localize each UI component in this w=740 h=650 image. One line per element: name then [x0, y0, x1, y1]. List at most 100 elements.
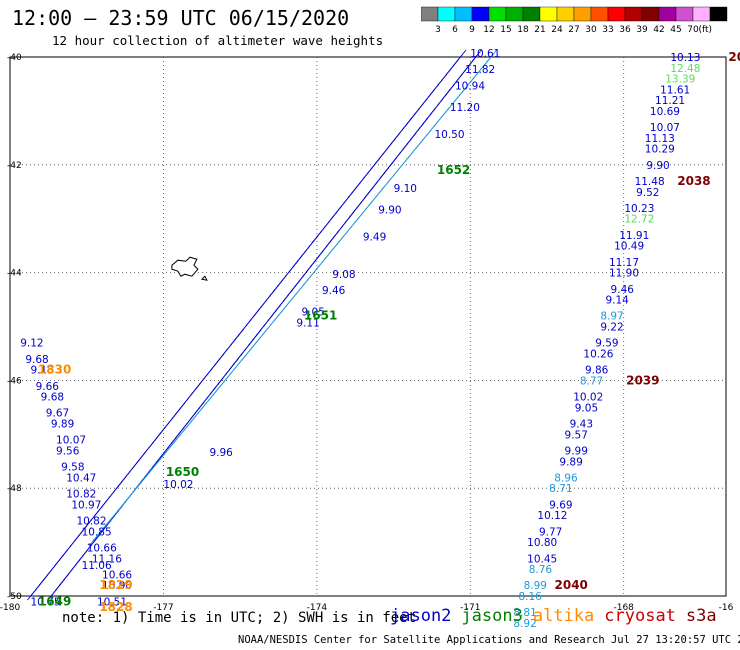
west-track-wave-label: 10.75	[30, 596, 60, 608]
east-track-wave-label: 12.72	[624, 214, 654, 226]
track-tick	[456, 49, 467, 62]
scale-tick-label: 6	[452, 25, 458, 35]
diagonal-wave-label: 9.96	[209, 447, 233, 459]
scale-tick-label: 21	[534, 25, 545, 35]
x-tick-label: -171	[460, 603, 480, 613]
diagonal-wave-label: 9.49	[363, 231, 386, 243]
west-track-wave-label: 10.97	[71, 499, 101, 511]
chart-note: note: 1) Time is in UTC; 2) SWH is in fe…	[62, 610, 417, 626]
west-track-wave-label: 10.47	[66, 472, 96, 484]
east-track-wave-label: 10.13	[670, 52, 700, 64]
scale-tick-label: 18	[517, 25, 529, 35]
east-track-wave-label: 9.14	[605, 295, 629, 307]
y-tick-label: -48	[7, 484, 22, 494]
time-label: 1830	[38, 363, 71, 377]
satellite-legend: jason2 jason3 altika cryosat s3a	[390, 606, 727, 626]
east-track-wave-label: 9.57	[565, 429, 588, 441]
scale-tick-label: 33	[602, 25, 613, 35]
east-track-wave-label: 9.05	[575, 402, 598, 414]
footer-credit: NOAA/NESDIS Center for Satellite Applica…	[238, 634, 740, 646]
east-track-wave-label: 8.16	[518, 591, 542, 603]
scale-tick-label: 9	[469, 25, 475, 35]
islet-shape	[200, 275, 208, 281]
diagonal-wave-label: 9.05	[302, 307, 325, 319]
east-track-wave-label: 8.97	[600, 311, 623, 323]
east-track-wave-label: 10.02	[573, 392, 603, 404]
island-shape	[171, 256, 199, 277]
west-track-wave-label: 9.68	[25, 354, 48, 366]
scale-tick-label: 70	[687, 25, 699, 35]
y-tick-label: -50	[7, 592, 22, 602]
east-track-wave-label: 11.61	[660, 84, 690, 96]
east-track-wave-label: 10.23	[624, 203, 654, 215]
scale-tick-label: 24	[551, 25, 563, 35]
y-tick-label: -40	[7, 53, 22, 63]
west-track-wave-label: 10.90	[102, 580, 132, 592]
satellite-name: s3a	[685, 606, 717, 626]
diagonal-track	[27, 49, 467, 601]
diagonal-track	[88, 49, 498, 547]
east-track-wave-label: 10.07	[650, 122, 680, 134]
east-track-wave-label: 10.69	[650, 106, 680, 118]
east-track-wave-label: 10.45	[527, 553, 557, 565]
x-tick-label: -16	[719, 603, 734, 613]
satellite-name: jason2	[390, 606, 452, 626]
east-track-wave-label: 9.89	[559, 456, 582, 468]
east-track-wave-label: 12.48	[670, 63, 700, 75]
diagonal-wave-label: 9.08	[332, 269, 355, 281]
east-track-wave-label: 11.17	[609, 257, 639, 269]
west-track-wave-label: 10.66	[87, 542, 117, 554]
diagonal-wave-label: 11.06	[82, 560, 112, 572]
satellite-name: altika	[532, 606, 595, 626]
east-track-wave-label: 9.22	[600, 322, 623, 334]
diagonal-wave-label: 9.10	[394, 183, 417, 195]
east-track-wave-label: 9.43	[570, 419, 593, 431]
east-track-wave-label: 8.77	[580, 375, 603, 387]
scale-tick-label: 12	[483, 25, 494, 35]
scale-tick-label: 30	[585, 25, 597, 35]
scale-tick-label: 42	[653, 25, 664, 35]
west-track-wave-label: 10.82	[66, 489, 96, 501]
west-track-wave-label: 9.89	[51, 419, 74, 431]
diagonal-wave-label: 10.94	[455, 80, 485, 92]
diagonal-wave-label: 10.50	[434, 129, 464, 141]
diagonal-wave-label: 9.90	[378, 204, 401, 216]
scale-tick-label: 15	[500, 25, 511, 35]
plot-frame	[9, 56, 727, 597]
east-track-wave-label: 9.59	[595, 338, 618, 350]
west-track-wave-label: 11.16	[92, 553, 122, 565]
chart-subtitle: 12 hour collection of altimeter wave hei…	[52, 33, 384, 48]
time-label: 1650	[166, 465, 199, 479]
time-label: 1652	[437, 163, 470, 177]
satellite-name: jason3	[461, 606, 523, 626]
west-track-wave-label: 10.66	[102, 569, 132, 581]
x-tick-label: -180	[0, 603, 20, 613]
time-label: 1829	[99, 578, 132, 592]
west-track-wave-label: 9.13	[30, 365, 53, 377]
east-track-wave-label: 10.12	[537, 510, 567, 522]
diagonal-wave-label: 10.61	[470, 48, 500, 60]
west-track-wave-label: 9.58	[61, 462, 84, 474]
time-label: 1651	[304, 309, 337, 323]
time-label: 1649	[38, 594, 71, 608]
diagonal-wave-label: 9.11	[296, 318, 319, 330]
east-track-wave-label: 11.48	[635, 176, 665, 188]
east-track-wave-label: 11.21	[655, 95, 685, 107]
time-label: 2040	[555, 578, 588, 592]
west-track-wave-label: 10.85	[82, 526, 112, 538]
east-track-wave-label: 10.80	[527, 537, 557, 549]
east-track-wave-label: 9.99	[565, 445, 588, 457]
chart-title: 12:00 – 23:59 UTC 06/15/2020	[12, 6, 350, 30]
east-track-wave-label: 11.13	[645, 133, 675, 145]
scale-tick-label: 3	[435, 25, 441, 35]
time-label: 1828	[99, 600, 132, 614]
track-tick	[487, 49, 498, 62]
y-tick-label: -42	[7, 161, 22, 171]
color-scale-legend: 3 6 9 12 15 18 21 24 27 30 33 36 39 42 45 70 (ft)	[421, 6, 728, 35]
east-track-wave-label: 9.90	[646, 160, 669, 172]
diagonal-wave-label: 9.46	[322, 285, 346, 297]
west-track-wave-label: 10.07	[56, 435, 86, 447]
diagonal-wave-label: 11.20	[450, 102, 480, 114]
track-tick	[472, 49, 482, 62]
